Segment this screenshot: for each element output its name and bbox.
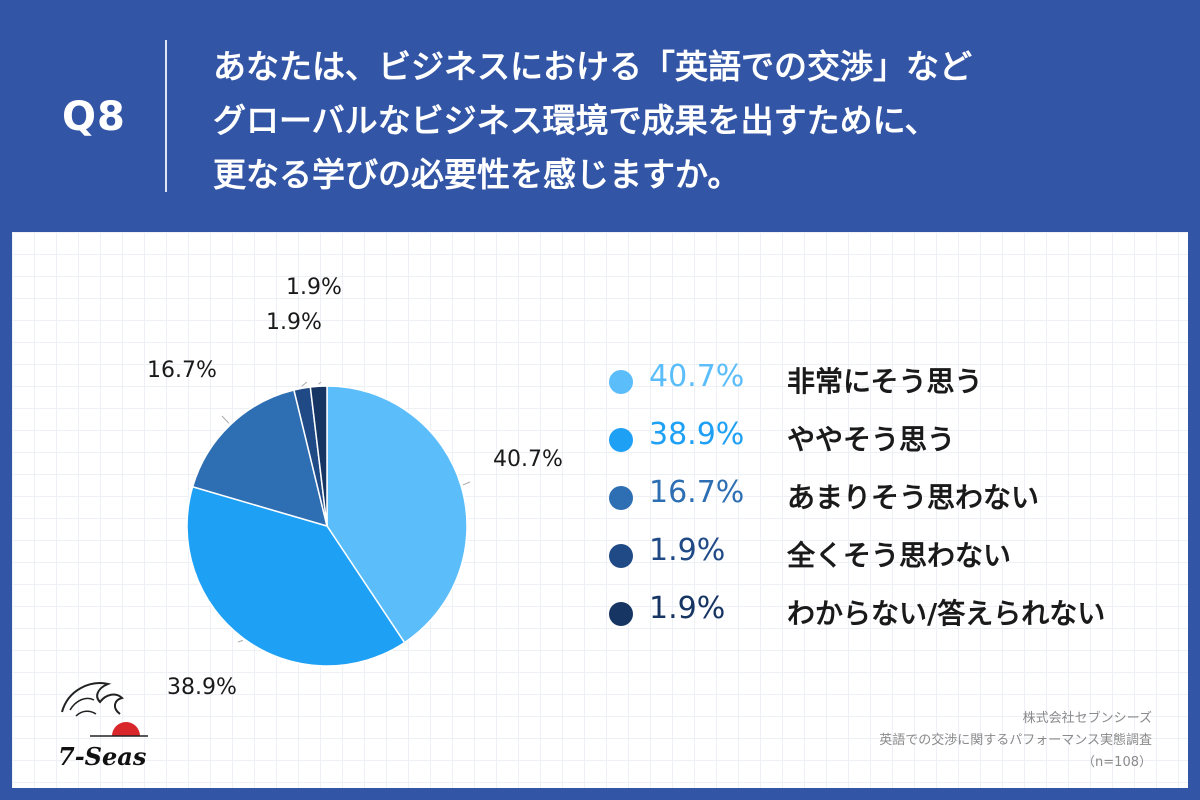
header-divider (165, 40, 167, 192)
leader-line-4 (301, 381, 308, 387)
legend-swatch-icon (609, 602, 633, 626)
slice-data-label-5: 1.9% (286, 275, 342, 300)
legend-label: 全くそう思わない (787, 539, 1012, 572)
leader-line-1 (462, 481, 471, 486)
logo-text: 7-Seas (58, 742, 147, 771)
slice-data-label-4: 1.9% (266, 310, 322, 335)
wave-and-sun-icon (61, 682, 148, 737)
legend-label: 非常にそう思う (787, 365, 983, 398)
legend-swatch-icon (609, 544, 633, 568)
question-text: あなたは、ビジネスにおける「英語での交渉」など グローバルなビジネス環境で成果を… (213, 40, 1153, 202)
legend-label: あまりそう思わない (787, 481, 1040, 514)
slice-data-label-3: 16.7% (147, 358, 217, 383)
question-line-1: あなたは、ビジネスにおける「英語での交渉」など (213, 47, 972, 86)
legend-swatch-icon (609, 428, 633, 452)
source-footer: 株式会社セブンシーズ 英語での交渉に関するパフォーマンス実態調査 （n=108） (879, 708, 1152, 774)
legend-item-2: 38.9% ややそう思う (609, 414, 1169, 472)
legend-swatch-icon (609, 370, 633, 394)
footer-company: 株式会社セブンシーズ (1022, 711, 1152, 726)
pie-chart: 40.7% 38.9% 16.7% 1.9% 1.9% (147, 275, 563, 700)
legend-item-4: 1.9% 全くそう思わない (609, 530, 1169, 588)
pie-slice-3 (191, 389, 329, 528)
legend-item-5: 1.9% わからない/答えられない (609, 588, 1169, 646)
pie-slice-5 (309, 385, 328, 527)
chart-legend: 40.7% 非常にそう思う 38.9% ややそう思う 16.7% あまりそう思わない 1.9… (609, 356, 1169, 646)
legend-percent: 16.7% (649, 475, 745, 510)
legend-label: ややそう思う (787, 423, 956, 456)
question-line-3: 更なる学びの必要性を感じますか。 (213, 155, 741, 194)
legend-percent: 1.9% (649, 591, 726, 626)
footer-survey: 英語での交渉に関するパフォーマンス実態調査 (879, 733, 1152, 748)
legend-swatch-icon (609, 486, 633, 510)
legend-percent: 38.9% (649, 417, 745, 452)
legend-item-3: 16.7% あまりそう思わない (609, 472, 1169, 530)
slice-data-label-1: 40.7% (493, 447, 563, 472)
leader-line-5 (318, 381, 322, 385)
question-line-2: グローバルなビジネス環境で成果を出すために、 (213, 101, 938, 140)
legend-percent: 1.9% (649, 533, 726, 568)
chart-card: 40.7% 38.9% 16.7% 1.9% 1.9% 40.7% 非常にそう思う 38.9… (12, 232, 1188, 788)
leader-line-3 (221, 415, 230, 424)
footer-sample: （n=108） (1082, 755, 1152, 770)
legend-percent: 40.7% (649, 359, 745, 394)
company-logo: 7-Seas (50, 670, 160, 780)
slice-data-label-2: 38.9% (167, 675, 237, 700)
legend-item-1: 40.7% 非常にそう思う (609, 356, 1169, 414)
pie-slice-2 (186, 485, 406, 667)
legend-label: わからない/答えられない (787, 597, 1106, 630)
leader-line-2 (237, 639, 244, 643)
question-header: Q8 あなたは、ビジネスにおける「英語での交渉」など グローバルなビジネス環境で… (0, 0, 1200, 232)
question-number: Q8 (62, 94, 126, 140)
